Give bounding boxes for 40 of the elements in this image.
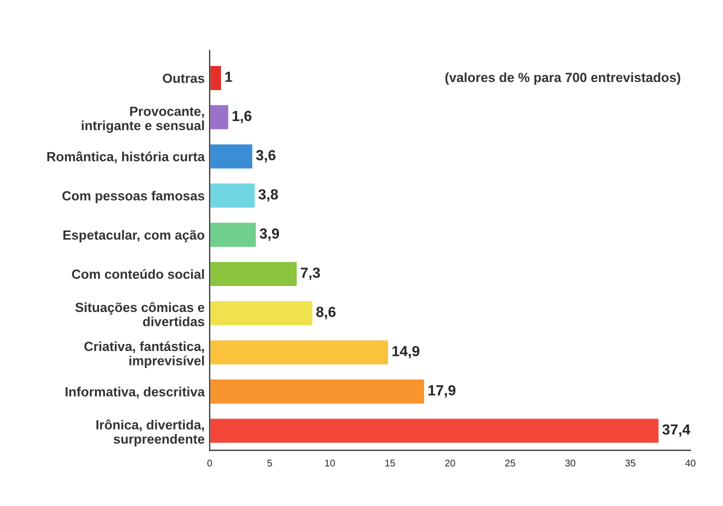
data-label: 3,9 [260,228,280,241]
x-tick-label: 35 [625,460,636,467]
x-tick-label: 5 [267,460,272,467]
data-label: 3,6 [256,150,276,162]
bar [210,142,254,170]
x-tick-label: 20 [445,460,456,467]
x-tick-label: 30 [565,460,576,467]
y-tick-label: Com pessoas famosas [62,190,204,204]
data-label: 1 [225,72,232,82]
y-tick-label: Provocante, intrigante e sensual [82,106,204,133]
x-tick-label: 0 [207,460,212,467]
bar [210,300,314,327]
y-tick-label: Criativa, fantástica, imprevisível [84,341,204,368]
bar [210,182,256,210]
x-tick-label: 10 [325,460,335,467]
bar [210,378,426,405]
y-tick-label: Espetacular, com ação [63,230,204,242]
data-label: 8,6 [316,306,336,320]
data-label: 17,9 [428,385,456,398]
y-tick-label: Situações cômicas e divertidas [75,302,204,326]
bar [210,221,258,248]
x-tick-label: 25 [505,460,516,467]
data-label: 3,8 [258,189,278,202]
bar [210,260,298,288]
bar [210,64,222,92]
data-label: 37,4 [662,424,690,437]
y-tick-label: Irônica, divertida, surpreendente [96,420,204,446]
y-tick-label: Outras [162,74,204,83]
y-tick-label: Com conteúdo social [72,269,204,279]
x-tick-label: 40 [685,460,696,467]
bar [210,338,390,366]
data-label: 1,6 [232,110,252,124]
annotation: (valores de % para 700 entrevistados) [445,72,680,85]
bar [210,417,660,444]
x-tick-label: 15 [385,460,395,467]
y-tick-label: Informativa, descritiva [66,386,205,398]
data-label: 14,9 [392,346,420,358]
data-label: 7,3 [300,268,320,280]
y-tick-label: Romântica, história curta [47,151,205,164]
bar [210,104,230,131]
